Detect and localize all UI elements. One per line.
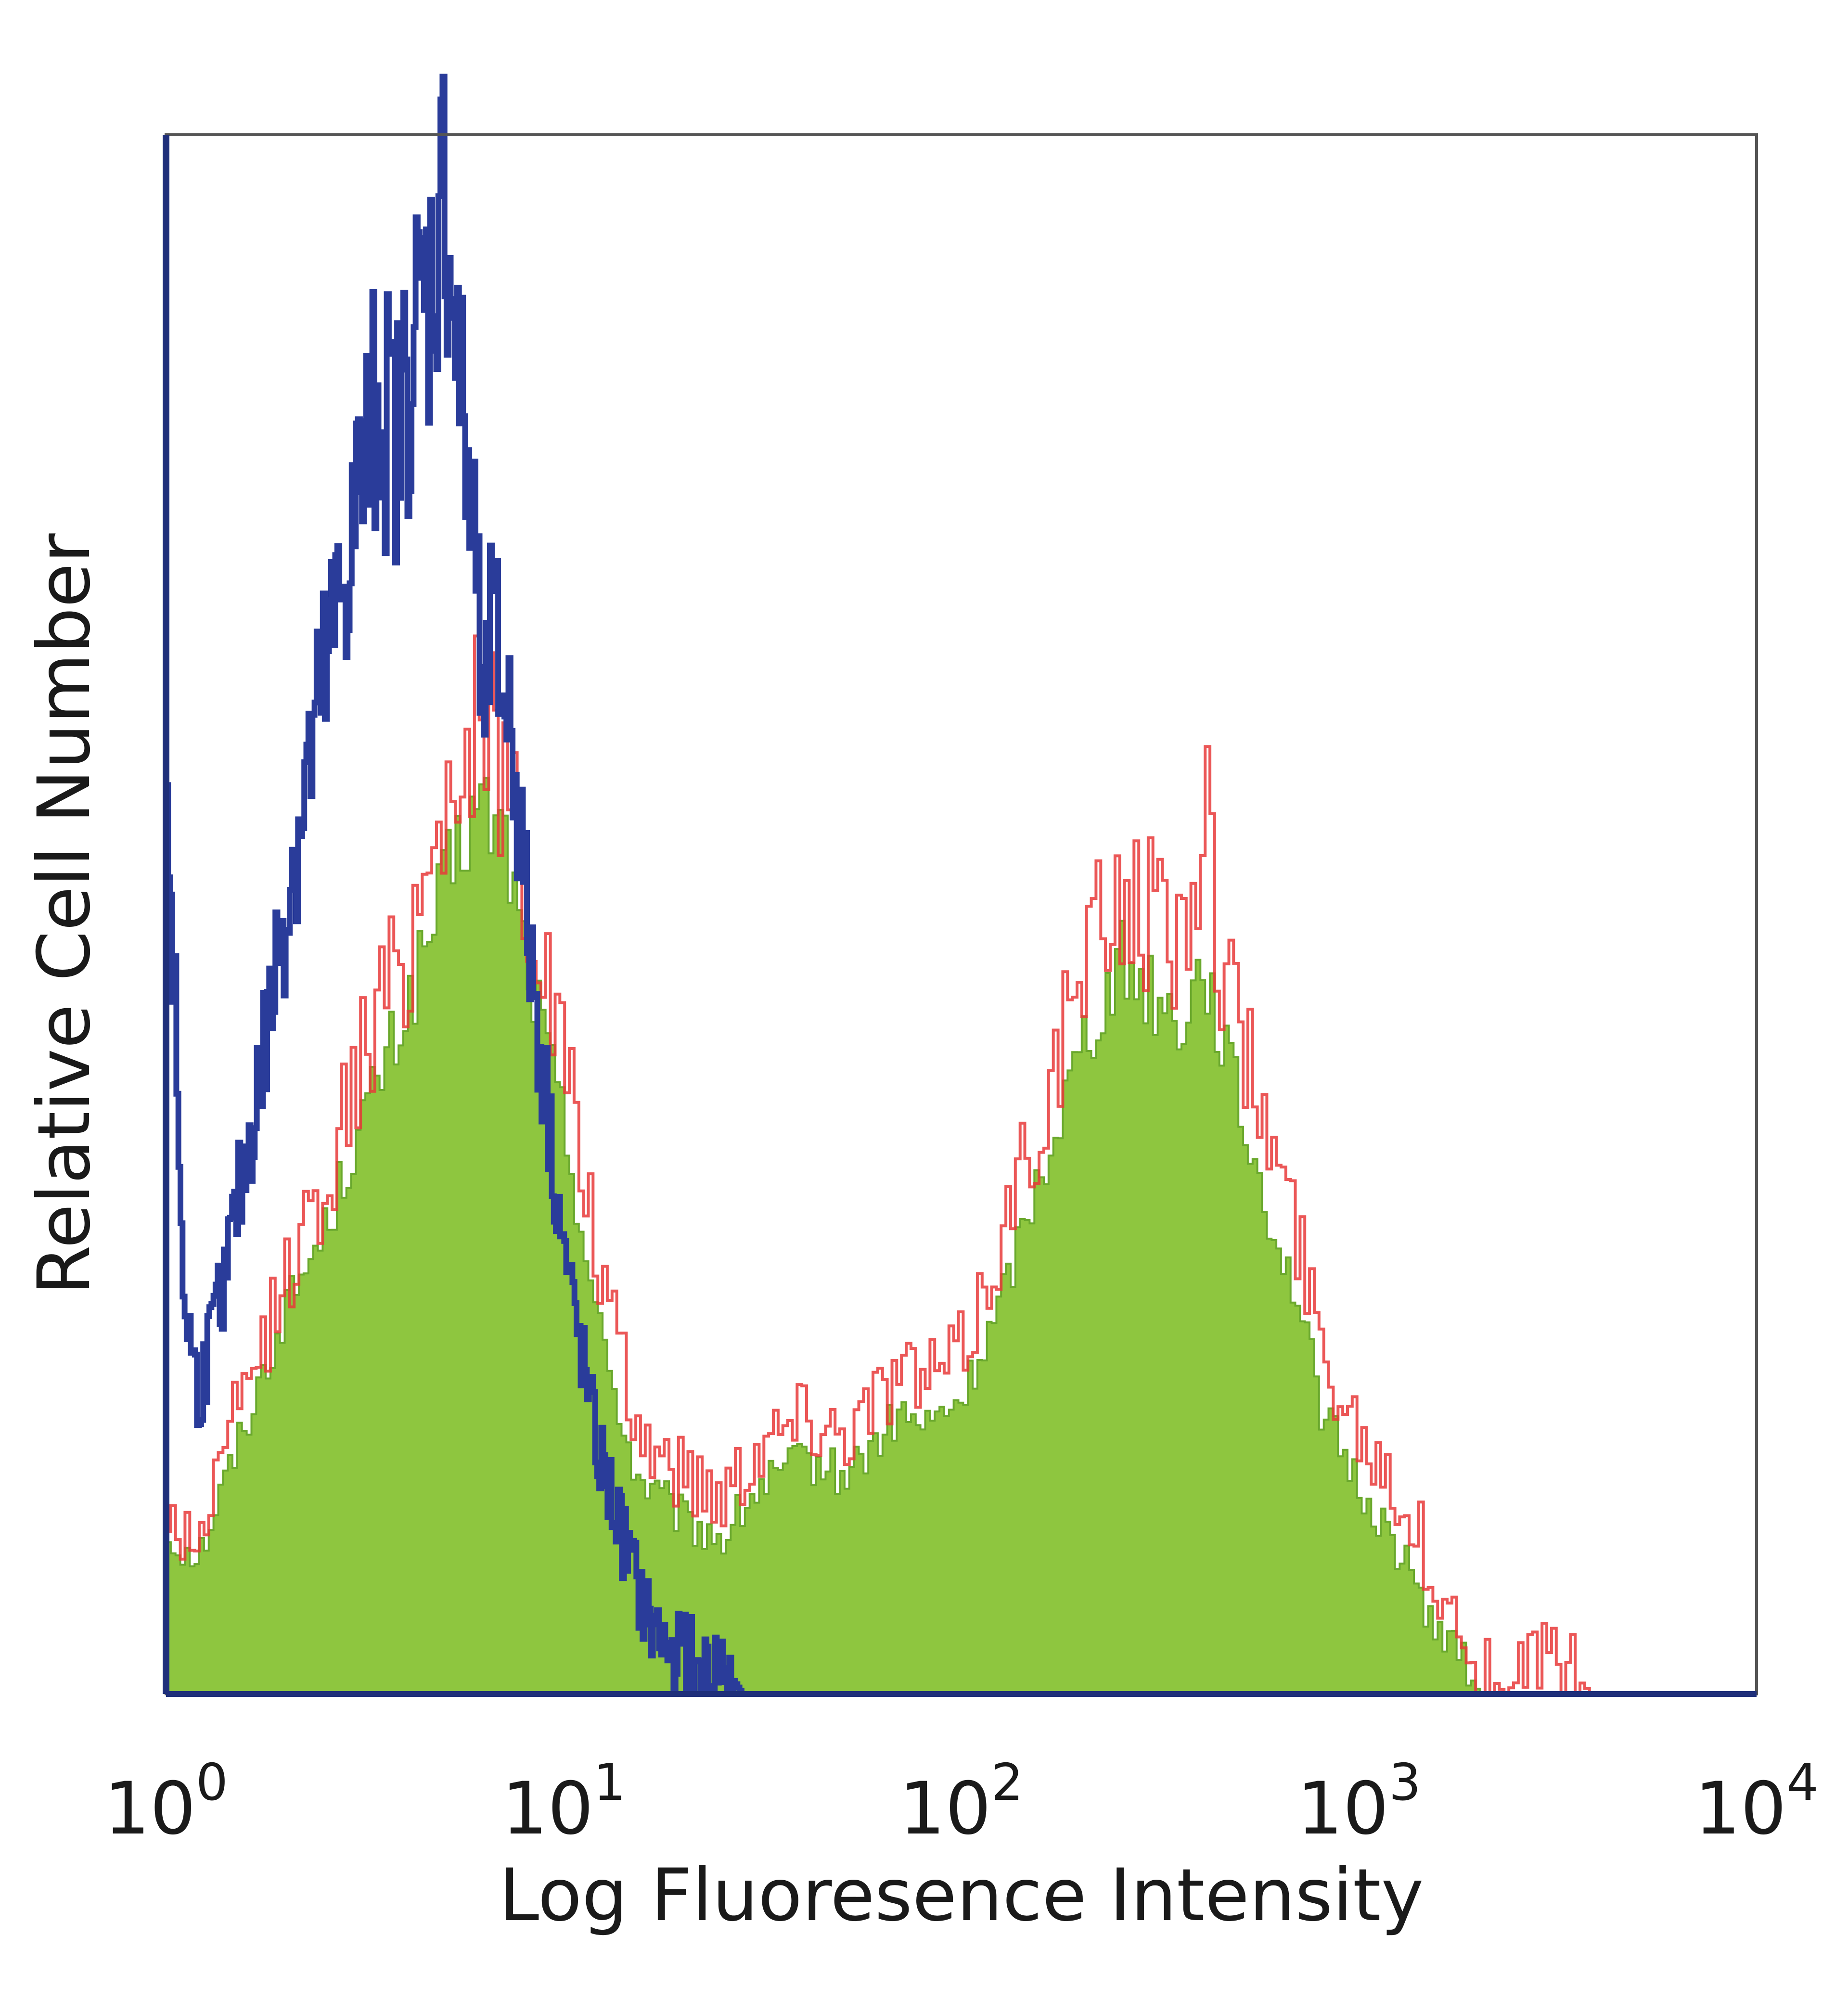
x-tick-label-0: 100 xyxy=(104,1753,228,1851)
x-tick-base: 10 xyxy=(501,1767,593,1851)
x-tick-exponent: 0 xyxy=(196,1753,228,1812)
x-tick-label-2: 102 xyxy=(899,1753,1024,1851)
x-tick-label-1: 101 xyxy=(501,1753,626,1851)
series-fill-area-0 xyxy=(165,777,1590,1695)
x-tick-label-4: 104 xyxy=(1694,1753,1819,1851)
x-tick-label-3: 103 xyxy=(1297,1753,1421,1851)
y-axis-title: Relative Cell Number xyxy=(23,533,106,1295)
x-tick-exponent: 3 xyxy=(1389,1753,1421,1812)
series-line-2 xyxy=(165,74,785,1697)
plot-area xyxy=(165,74,1591,1697)
x-tick-exponent: 2 xyxy=(991,1753,1024,1812)
x-tick-base: 10 xyxy=(1297,1767,1389,1851)
x-tick-base: 10 xyxy=(104,1767,196,1851)
x-tick-exponent: 4 xyxy=(1786,1753,1819,1812)
x-tick-exponent: 1 xyxy=(593,1753,626,1812)
x-axis-title: Log Fluoresence Intensity xyxy=(499,1854,1424,1937)
x-axis-ticks: 100 101 102 103 104 xyxy=(104,135,1819,1851)
x-tick-base: 10 xyxy=(899,1767,991,1851)
series-line-1 xyxy=(166,634,1591,1695)
x-tick-base: 10 xyxy=(1694,1767,1786,1851)
